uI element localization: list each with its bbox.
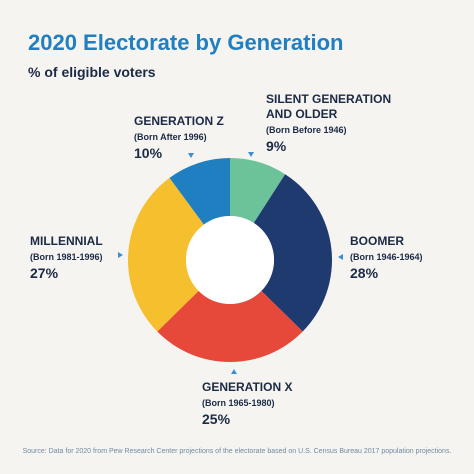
pointer-arrow <box>118 252 123 258</box>
donut-hole <box>186 216 274 304</box>
label-millennial: MILLENNIAL (Born 1981-1996) 27% <box>30 234 103 282</box>
label-born: (Born Before 1946) <box>266 125 347 135</box>
label-born: (Born 1965-1980) <box>202 398 275 408</box>
label-silent-generation: SILENT GENERATION AND OLDER (Born Before… <box>266 92 391 155</box>
label-boomer: BOOMER (Born 1946-1964) 28% <box>350 234 423 282</box>
label-percent: 25% <box>202 411 231 427</box>
pointer-arrow <box>231 369 237 374</box>
label-name: BOOMER <box>350 234 404 248</box>
label-name: GENERATION X <box>202 380 293 394</box>
donut-slice-generation-z <box>169 158 230 225</box>
label-percent: 27% <box>30 265 59 281</box>
donut-slice-boomer <box>253 174 332 332</box>
pointer-arrow <box>338 254 343 260</box>
label-name: SILENT GENERATION <box>266 92 392 106</box>
donut-slice-millennial <box>127 177 204 332</box>
label-percent: 10% <box>134 145 163 161</box>
label-generation-z: GENERATION Z (Born After 1996) 10% <box>134 114 224 162</box>
donut-slice-silent-generation-and-older <box>230 158 286 223</box>
label-born: (Born 1946-1964) <box>350 252 423 262</box>
label-percent: 28% <box>350 265 379 281</box>
chart-title: 2020 Electorate by Generation <box>28 30 344 55</box>
pointer-arrow <box>188 153 194 158</box>
label-generation-x: GENERATION X (Born 1965-1980) 25% <box>202 380 292 428</box>
label-name: AND OLDER <box>266 107 338 121</box>
pointer-arrow <box>248 152 254 157</box>
label-percent: 9% <box>266 138 287 154</box>
donut-slice-generation-x <box>157 290 303 363</box>
label-name: MILLENNIAL <box>30 234 103 248</box>
label-name: GENERATION Z <box>134 114 224 128</box>
label-born: (Born After 1996) <box>134 132 207 142</box>
label-born: (Born 1981-1996) <box>30 252 103 262</box>
chart-subtitle: % of eligible voters <box>28 64 156 80</box>
source-note: Source: Data for 2020 from Pew Research … <box>22 448 452 455</box>
